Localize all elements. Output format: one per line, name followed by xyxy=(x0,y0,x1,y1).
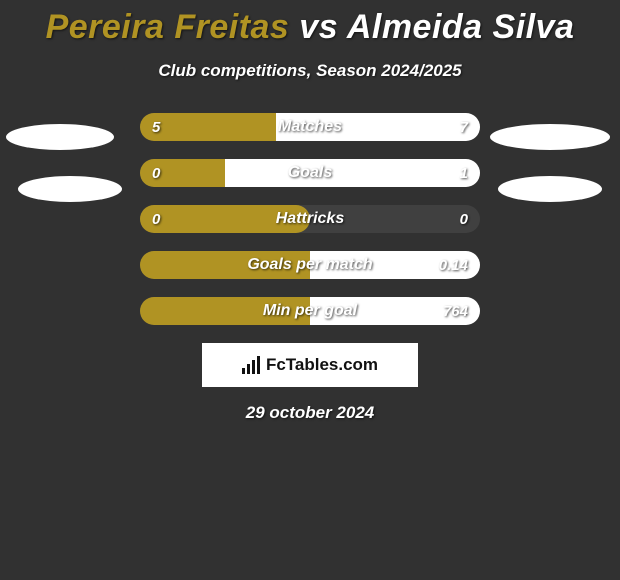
stat-row: Goals per match0.14 xyxy=(140,251,480,279)
stat-fill-left xyxy=(140,205,310,233)
title-vs: vs xyxy=(299,8,338,46)
stat-row: Hattricks00 xyxy=(140,205,480,233)
placeholder-ellipse xyxy=(498,176,602,202)
stat-fill-left xyxy=(140,251,310,279)
stat-value-right: 0.14 xyxy=(439,251,468,279)
stat-value-right: 1 xyxy=(460,159,468,187)
stat-value-left: 5 xyxy=(152,113,160,141)
stat-value-right: 764 xyxy=(443,297,468,325)
date-text: 29 october 2024 xyxy=(0,403,620,423)
stat-value-right: 7 xyxy=(460,113,468,141)
page-title: Pereira Freitas vs Almeida Silva xyxy=(0,0,620,47)
stat-row: Goals01 xyxy=(140,159,480,187)
placeholder-ellipse xyxy=(18,176,122,202)
placeholder-ellipse xyxy=(490,124,610,150)
placeholder-ellipse xyxy=(6,124,114,150)
attribution-badge: FcTables.com xyxy=(202,343,418,387)
stat-row: Matches57 xyxy=(140,113,480,141)
attribution-text: FcTables.com xyxy=(266,355,378,375)
stat-value-right: 0 xyxy=(460,205,468,233)
stat-fill-left xyxy=(140,297,310,325)
title-player2: Almeida Silva xyxy=(347,8,575,46)
stat-fill-right xyxy=(225,159,480,187)
bars-icon xyxy=(242,356,260,374)
stat-fill-right xyxy=(276,113,480,141)
stat-value-left: 0 xyxy=(152,205,160,233)
stat-fill-left xyxy=(140,113,276,141)
title-player1: Pereira Freitas xyxy=(46,8,290,46)
subtitle: Club competitions, Season 2024/2025 xyxy=(0,61,620,81)
stat-value-left: 0 xyxy=(152,159,160,187)
stat-row: Min per goal764 xyxy=(140,297,480,325)
